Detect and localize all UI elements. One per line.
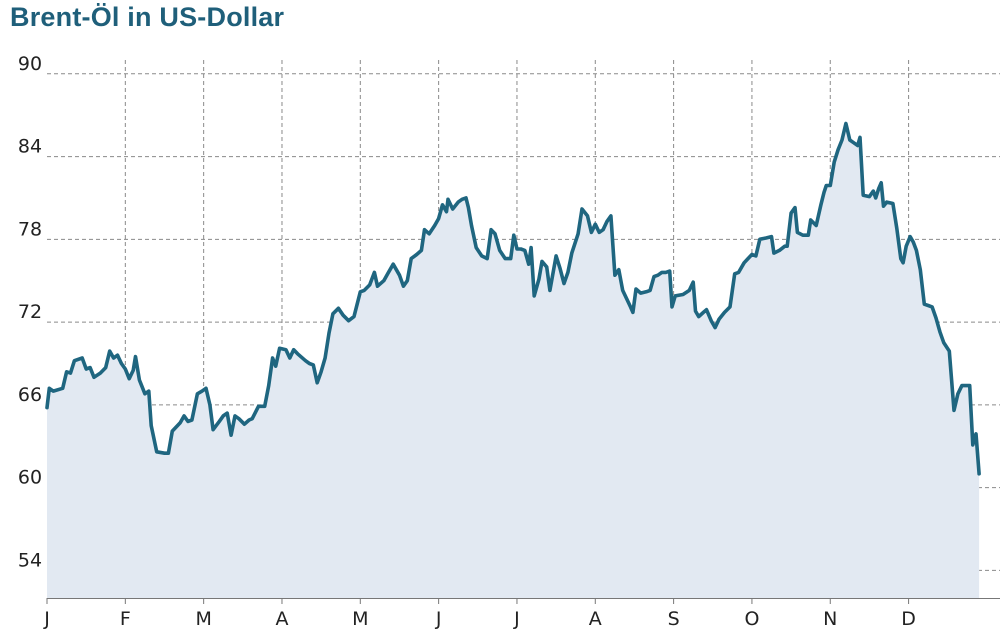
chart-title: Brent-Öl in US-Dollar: [10, 2, 285, 32]
x-tick-label: J: [435, 608, 442, 630]
y-tick-label: 60: [18, 467, 42, 489]
x-tick-label: D: [901, 608, 916, 630]
price-area: [47, 123, 980, 598]
x-tick-label: F: [120, 608, 131, 630]
y-tick-label: 54: [18, 549, 42, 571]
x-tick-label: A: [275, 608, 288, 630]
x-tick-label: N: [823, 608, 837, 630]
y-tick-label: 78: [18, 218, 42, 240]
y-axis: 54 60 66 72 78 84 90: [18, 53, 42, 572]
x-tick-label: J: [43, 608, 50, 630]
price-line: [45, 121, 981, 476]
y-tick-label: 66: [18, 384, 42, 406]
x-tick-label: S: [668, 608, 680, 630]
y-tick-label: 84: [18, 136, 42, 158]
x-tick-label: M: [352, 608, 368, 630]
x-tick-label: J: [513, 608, 520, 630]
x-tick-label: M: [195, 608, 211, 630]
y-tick-label: 90: [18, 53, 42, 75]
y-tick-label: 72: [18, 301, 42, 323]
x-tick-label: O: [744, 608, 759, 630]
x-tick-label: A: [589, 608, 602, 630]
